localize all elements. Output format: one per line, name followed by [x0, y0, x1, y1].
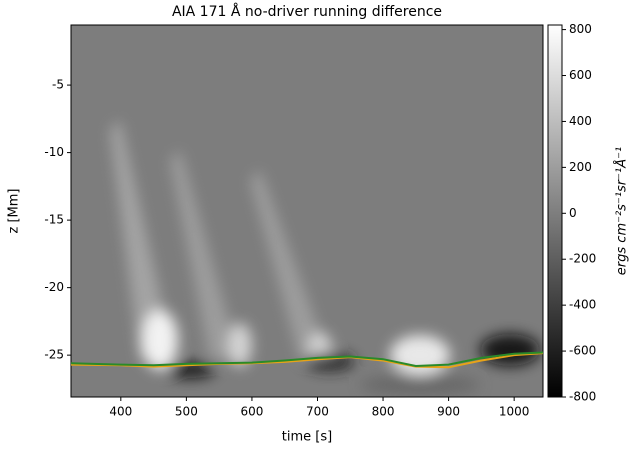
x-tick-label: 400: [109, 405, 132, 419]
plot-frame: [70, 24, 544, 398]
colorbar-tick-label: 400: [569, 114, 592, 128]
colorbar-tick-label: -800: [569, 390, 596, 404]
x-tick-label: 500: [175, 405, 198, 419]
colorbar-tick-label: 600: [569, 68, 592, 82]
colorbar-tick-label: -400: [569, 298, 596, 312]
y-tick-label: -10: [44, 145, 64, 159]
heatmap: [71, 25, 543, 397]
chart-title: AIA 171 Å no-driver running difference: [172, 3, 442, 20]
y-tick-label: -15: [44, 213, 64, 227]
x-tick-label: 700: [306, 405, 329, 419]
line-series: [71, 351, 543, 367]
colorbar-tick-label: 200: [569, 160, 592, 174]
colorbar-tick-label: 800: [569, 22, 592, 36]
x-tick-label: 1000: [499, 405, 530, 419]
colorbar-label: ergs cm⁻²s⁻¹sr⁻¹Å⁻¹: [614, 147, 630, 275]
colorbar-tick-label: -600: [569, 344, 596, 358]
y-tick-label: -5: [52, 78, 64, 92]
x-tick-label: 600: [240, 405, 263, 419]
x-axis-label: time [s]: [282, 430, 332, 445]
y-tick-label: -20: [44, 280, 64, 294]
x-tick-label: 900: [437, 405, 460, 419]
line-series: [71, 352, 543, 369]
colorbar-tick-label: -200: [569, 252, 596, 266]
y-axis-label: z [Mm]: [7, 189, 22, 234]
x-tick-label: 800: [372, 405, 395, 419]
y-tick-label: -25: [44, 348, 64, 362]
colorbar-tick-label: 0: [569, 206, 577, 220]
colorbar: [547, 24, 563, 398]
